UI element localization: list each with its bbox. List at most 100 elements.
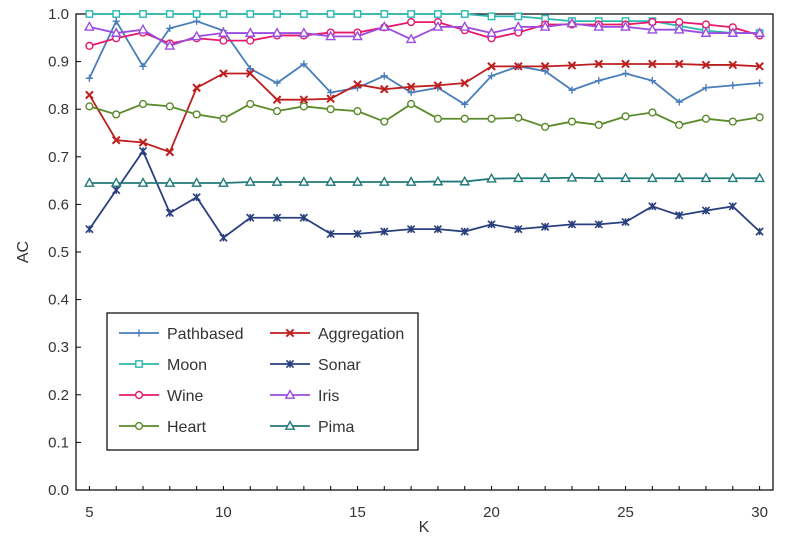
data-point-wine [85,41,94,50]
data-point-pima [298,176,310,186]
data-point-pima [620,172,631,183]
data-point-moon [299,10,308,18]
data-point-aggregation [487,62,496,71]
data-point-heart [85,102,94,111]
series-iris [84,17,765,50]
data-point-sonar [487,220,496,229]
data-point-pima [566,171,578,182]
legend-item-pathbased: Pathbased [119,326,244,343]
x-tick-label: 20 [483,504,500,521]
data-point-sonar [326,229,335,239]
data-point-iris [137,23,149,34]
data-point-wine [406,17,416,27]
data-point-heart [460,114,469,123]
data-point-pathbased [112,17,120,25]
data-point-sonar [246,213,255,222]
data-point-sonar [85,224,94,234]
y-tick-label: 0.7 [48,149,69,166]
data-point-pathbased [380,72,388,80]
data-point-heart [219,114,228,123]
data-point-pima [727,172,739,183]
data-point-aggregation [219,69,228,78]
data-point-aggregation [406,82,416,92]
x-tick-label: 15 [349,504,366,521]
data-point-pathbased [487,72,496,80]
data-point-aggregation [621,59,630,69]
data-point-iris [218,27,229,37]
data-point-pima [352,176,363,186]
series-sonar [85,146,764,242]
data-point-wine [246,36,255,45]
y-tick-label: 0.8 [48,101,69,118]
data-point-pima [754,172,765,183]
data-point-wine [219,36,228,45]
data-point-aggregation [299,95,309,104]
data-point-heart [272,107,282,116]
x-tick-label: 5 [85,504,93,521]
data-point-heart [701,114,711,123]
data-point-iris [432,21,444,31]
data-point-sonar [460,227,469,236]
data-point-moon [273,10,281,18]
data-point-moon [514,12,523,21]
data-point-moon [85,10,94,18]
data-point-pathbased [729,81,737,89]
data-point-pima [432,175,444,186]
data-point-aggregation [594,59,604,69]
data-point-iris [459,21,471,31]
data-point-heart [594,120,603,130]
legend: Pathbased Aggregation Moon Sonar Wine Iris Hea… [106,312,419,451]
legend-marker-wine [134,390,144,400]
data-point-pathbased [675,98,683,106]
data-point-pima [405,176,417,186]
legend-item-iris: Iris [270,388,339,405]
data-point-pima [700,172,712,183]
data-point-sonar [272,213,282,222]
data-point-pathbased [85,74,94,82]
data-point-moon [434,10,442,18]
data-point-pathbased [541,67,549,75]
data-point-pima [512,172,524,183]
data-point-aggregation [701,60,711,70]
series-line-pima [89,176,760,184]
series-line-moon [89,13,760,34]
data-point-pathbased [139,62,147,70]
series-pima [84,171,765,187]
data-point-iris [110,27,122,37]
data-point-iris [84,21,95,31]
data-point-sonar [219,233,228,242]
data-point-pathbased [702,84,710,92]
legend-label-iris: Iris [318,388,339,405]
data-point-aggregation [353,80,362,89]
y-tick-label: 0.2 [48,387,69,404]
y-tick-label: 0.5 [48,244,69,261]
data-point-aggregation [567,61,577,70]
data-point-pathbased [621,69,630,78]
data-point-aggregation [540,62,550,71]
data-point-moon [139,10,147,18]
data-point-iris [539,21,551,31]
data-point-pathbased [193,17,201,25]
legend-label-pathbased: Pathbased [167,326,244,343]
legend-marker-pathbased [135,329,143,337]
data-point-pathbased [407,88,415,97]
data-point-aggregation [433,81,443,90]
y-tick-label: 0.1 [48,434,69,451]
legend-marker-sonar [285,359,295,369]
data-point-aggregation [272,95,282,104]
y-tick-label: 0.0 [48,482,69,499]
data-point-iris [271,27,283,37]
series-line-sonar [88,149,761,240]
data-point-iris [620,21,631,31]
data-point-sonar [567,220,577,229]
data-point-aggregation [755,62,764,71]
data-point-aggregation [245,69,255,78]
data-point-sonar [540,222,550,231]
data-point-pima [271,176,283,186]
data-point-heart [487,114,496,123]
data-point-heart [675,120,684,130]
data-point-aggregation [379,84,389,94]
legend-item-aggregation: Aggregation [270,326,404,343]
y-tick-label: 0.9 [48,54,69,71]
data-point-heart [755,113,764,122]
